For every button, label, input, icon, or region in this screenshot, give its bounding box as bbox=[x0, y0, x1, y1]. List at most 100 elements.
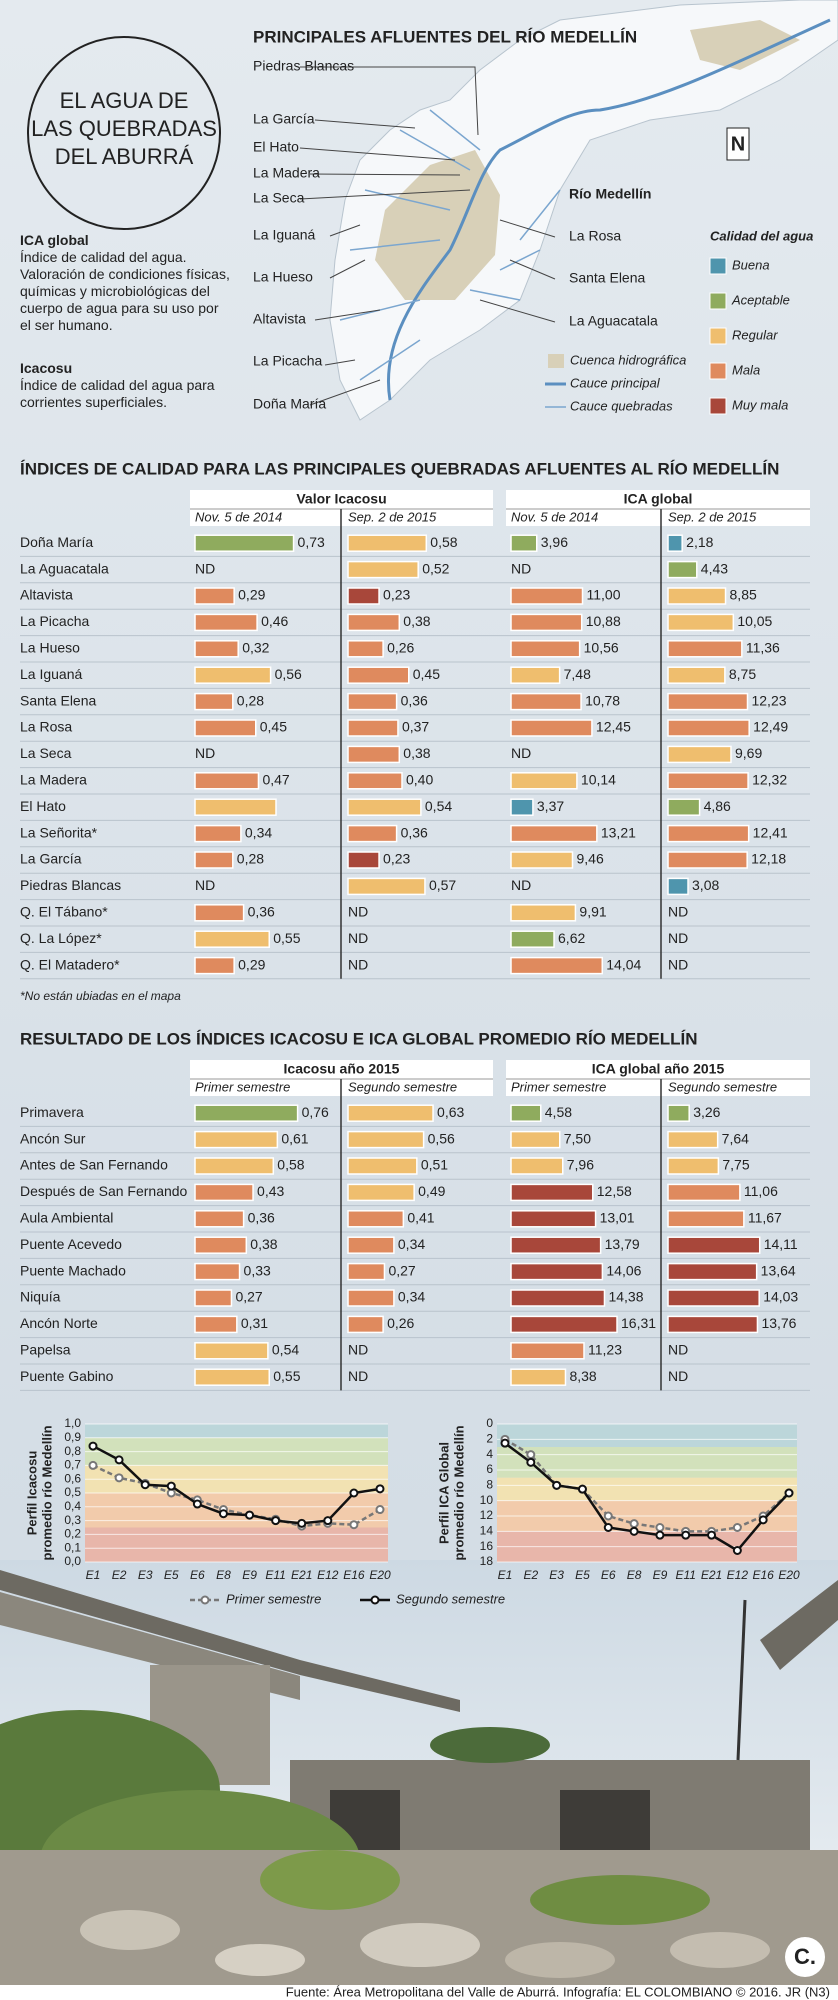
y-tick-label: 0,0 bbox=[64, 1554, 81, 1568]
value-label: 0,29 bbox=[238, 587, 265, 603]
bar bbox=[667, 640, 743, 658]
x-tick-label: E6 bbox=[601, 1568, 616, 1582]
series-point bbox=[375, 1484, 385, 1494]
x-tick-label: E2 bbox=[112, 1568, 127, 1582]
map-label: La García bbox=[253, 111, 315, 127]
bar bbox=[347, 1236, 395, 1254]
row-name: La García bbox=[20, 851, 82, 867]
column-header: Segundo semestre bbox=[668, 1079, 777, 1094]
value-label: 4,86 bbox=[704, 798, 731, 814]
bar bbox=[347, 587, 380, 605]
series-point bbox=[114, 1455, 124, 1465]
x-tick-label: E11 bbox=[675, 1568, 695, 1582]
bar bbox=[347, 1262, 386, 1281]
value-label: ND bbox=[348, 956, 368, 972]
quality-swatch bbox=[709, 327, 727, 345]
value-label: 12,49 bbox=[753, 719, 788, 735]
y-tick-label: 0,1 bbox=[64, 1540, 81, 1554]
value-label: 7,64 bbox=[722, 1130, 749, 1146]
x-tick-label: E3 bbox=[549, 1568, 564, 1582]
value-label: 14,03 bbox=[763, 1289, 798, 1305]
legend-marker bbox=[370, 1595, 380, 1605]
bar bbox=[194, 798, 277, 816]
value-label: 3,08 bbox=[692, 877, 719, 893]
bar bbox=[194, 587, 235, 605]
series-point bbox=[732, 1523, 742, 1532]
bar bbox=[510, 1368, 567, 1386]
bar bbox=[510, 1236, 602, 1254]
row-name: La Picacha bbox=[20, 613, 89, 629]
value-label: ND bbox=[195, 745, 215, 761]
value-label: 0,56 bbox=[428, 1130, 455, 1146]
value-label: 0,38 bbox=[250, 1236, 277, 1252]
value-label: 0,47 bbox=[262, 772, 289, 788]
row-name: La Seca bbox=[20, 745, 72, 761]
y-tick-label: 0,6 bbox=[64, 1471, 81, 1485]
bar bbox=[667, 772, 749, 790]
bar bbox=[510, 719, 593, 737]
value-label: 13,64 bbox=[761, 1262, 796, 1278]
bar bbox=[510, 1104, 542, 1122]
bar bbox=[510, 1210, 597, 1228]
bar bbox=[510, 1262, 604, 1281]
value-label: 0,54 bbox=[272, 1342, 299, 1358]
value-label: 0,23 bbox=[383, 587, 410, 603]
x-tick-label: E1 bbox=[498, 1568, 513, 1582]
column-header: Segundo semestre bbox=[348, 1079, 457, 1094]
group-title: ICA global año 2015 bbox=[592, 1061, 725, 1077]
row-name: Antes de San Fernando bbox=[20, 1157, 168, 1173]
value-label: 0,54 bbox=[425, 798, 452, 814]
series-line bbox=[92, 1444, 381, 1525]
value-label: ND bbox=[511, 877, 531, 893]
x-tick-label: E9 bbox=[653, 1568, 668, 1582]
value-label: 9,46 bbox=[576, 851, 603, 867]
bar bbox=[347, 613, 401, 632]
value-label: 14,11 bbox=[764, 1236, 798, 1252]
bar bbox=[194, 719, 257, 737]
bar bbox=[194, 692, 234, 711]
bar bbox=[194, 772, 260, 790]
logo: C. bbox=[794, 1944, 816, 1969]
bar bbox=[347, 1315, 384, 1334]
bar bbox=[347, 666, 410, 684]
value-label: 0,57 bbox=[429, 877, 456, 893]
x-tick-label: E21 bbox=[701, 1568, 722, 1582]
value-label: 12,18 bbox=[751, 851, 786, 867]
bar bbox=[194, 1157, 275, 1175]
map-label: Altavista bbox=[253, 311, 306, 327]
value-label: ND bbox=[195, 560, 215, 576]
x-tick-label: E16 bbox=[343, 1568, 365, 1582]
value-label: ND bbox=[668, 930, 688, 946]
value-label: ND bbox=[348, 1368, 368, 1384]
x-tick-label: E16 bbox=[753, 1568, 775, 1582]
value-label: 8,75 bbox=[729, 666, 756, 682]
map-label: Piedras Blancas bbox=[253, 58, 354, 74]
value-label: 2,18 bbox=[686, 534, 713, 550]
map-label: La Iguaná bbox=[253, 227, 315, 243]
y-axis-label: Perfil ICA Global bbox=[436, 1442, 451, 1544]
row-name: La Aguacatala bbox=[20, 560, 109, 576]
map-label: La Picacha bbox=[253, 353, 322, 369]
y-axis-label: promedio río Medellín bbox=[451, 1425, 466, 1560]
y-tick-label: 10 bbox=[480, 1493, 494, 1507]
value-label: 11,00 bbox=[587, 587, 621, 603]
series-point bbox=[140, 1480, 150, 1490]
x-tick-label: E6 bbox=[190, 1568, 205, 1582]
value-label: ND bbox=[348, 930, 368, 946]
series-point bbox=[114, 1473, 124, 1483]
bar bbox=[667, 1157, 720, 1175]
value-label: 12,45 bbox=[596, 719, 631, 735]
y-tick-label: 0,9 bbox=[64, 1430, 81, 1444]
y-tick-label: 0,7 bbox=[64, 1458, 81, 1472]
x-tick-label: E3 bbox=[138, 1568, 153, 1582]
value-label: 3,96 bbox=[541, 534, 568, 550]
bar bbox=[510, 666, 561, 684]
bar bbox=[194, 930, 270, 948]
y-tick-label: 16 bbox=[480, 1539, 494, 1553]
y-tick-label: 0,3 bbox=[64, 1513, 81, 1527]
row-name: La Señorita* bbox=[20, 824, 98, 840]
bar bbox=[194, 1315, 238, 1334]
